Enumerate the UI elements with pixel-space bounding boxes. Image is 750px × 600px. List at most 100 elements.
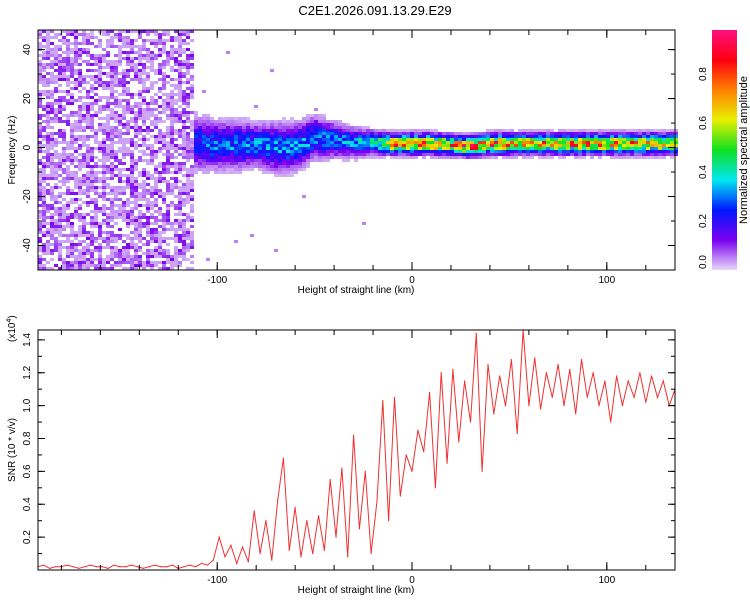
heatmap-cell: [590, 129, 594, 132]
heatmap-cell: [366, 132, 370, 135]
heatmap-cell: [286, 141, 290, 144]
heatmap-cell: [50, 222, 54, 225]
heatmap-cell: [182, 111, 186, 114]
heatmap-cell: [174, 129, 178, 132]
heatmap-cell: [218, 171, 222, 174]
heatmap-cell: [130, 111, 134, 114]
heatmap-cell: [182, 126, 186, 129]
heatmap-cell: [358, 156, 362, 159]
heatmap-cell: [174, 207, 178, 210]
heatmap-cell: [310, 129, 314, 132]
heatmap-cell: [122, 42, 126, 45]
heatmap-cell: [102, 261, 106, 264]
heatmap-cell: [50, 219, 54, 222]
heatmap-cell: [374, 153, 378, 156]
heatmap-cell: [62, 30, 66, 33]
heatmap-cell: [122, 252, 126, 255]
heatmap-cell: [538, 138, 542, 141]
heatmap-cell: [238, 129, 242, 132]
heatmap-cell: [170, 126, 174, 129]
heatmap-cell: [94, 171, 98, 174]
heatmap-cell: [90, 69, 94, 72]
heatmap-cell: [198, 138, 202, 141]
heatmap-cell: [462, 132, 466, 135]
heatmap-cell: [54, 201, 58, 204]
heatmap-cell: [38, 129, 42, 132]
heatmap-cell: [90, 30, 94, 33]
heatmap-cell: [54, 108, 58, 111]
heatmap-cell: [78, 84, 82, 87]
heatmap-cell: [110, 45, 114, 48]
heatmap-cell: [46, 120, 50, 123]
heatmap-cell: [134, 93, 138, 96]
heatmap-cell: [158, 111, 162, 114]
heatmap-cell: [158, 219, 162, 222]
heatmap-cell: [86, 243, 90, 246]
snr-data-point: [504, 405, 507, 407]
heatmap-cell: [174, 60, 178, 63]
heatmap-cell: [78, 213, 82, 216]
heatmap-cell: [54, 138, 58, 141]
heatmap-cell: [50, 189, 54, 192]
heatmap-cell: [58, 57, 62, 60]
heatmap-cell: [434, 144, 438, 147]
heatmap-cell: [118, 132, 122, 135]
x-tick-label: 0: [409, 575, 415, 586]
heatmap-cell: [638, 156, 642, 159]
heatmap-cell: [482, 156, 486, 159]
heatmap-cell: [70, 126, 74, 129]
heatmap-cell: [502, 138, 506, 141]
heatmap-cell: [86, 204, 90, 207]
heatmap-cell: [66, 117, 70, 120]
heatmap-cell: [114, 210, 118, 213]
heatmap-cell: [274, 129, 278, 132]
heatmap-cell: [122, 180, 126, 183]
heatmap-cell: [218, 159, 222, 162]
heatmap-cell: [86, 150, 90, 153]
heatmap-cell: [178, 249, 182, 252]
heatmap-cell: [282, 144, 286, 147]
heatmap-cell: [638, 150, 642, 153]
heatmap-cell: [142, 45, 146, 48]
heatmap-cell: [434, 129, 438, 132]
heatmap-cell: [162, 222, 166, 225]
heatmap-cell: [110, 252, 114, 255]
heatmap-cell: [258, 162, 262, 165]
heatmap-cell: [150, 129, 154, 132]
heatmap-cell: [74, 237, 78, 240]
heatmap-cell: [438, 135, 442, 138]
heatmap-cell: [510, 132, 514, 135]
heatmap-cell: [246, 168, 250, 171]
heatmap-cell: [50, 135, 54, 138]
heatmap-cell: [418, 141, 422, 144]
heatmap-cell: [490, 147, 494, 150]
heatmap-cell: [178, 192, 182, 195]
heatmap-cell: [182, 93, 186, 96]
heatmap-cell: [190, 153, 194, 156]
heatmap-cell: [102, 141, 106, 144]
heatmap-cell: [74, 99, 78, 102]
heatmap-cell: [206, 258, 210, 261]
heatmap-cell: [46, 144, 50, 147]
heatmap-cell: [114, 252, 118, 255]
heatmap-cell: [322, 114, 326, 117]
heatmap-cell: [82, 153, 86, 156]
heatmap-cell: [670, 156, 674, 159]
heatmap-cell: [78, 42, 82, 45]
heatmap-cell: [254, 156, 258, 159]
heatmap-cell: [126, 174, 130, 177]
heatmap-cell: [162, 66, 166, 69]
heatmap-cell: [126, 30, 130, 33]
heatmap-cell: [154, 177, 158, 180]
heatmap-cell: [646, 129, 650, 132]
heatmap-cell: [562, 132, 566, 135]
heatmap-cell: [170, 258, 174, 261]
heatmap-cell: [138, 54, 142, 57]
heatmap-cell: [50, 195, 54, 198]
heatmap-cell: [46, 39, 50, 42]
heatmap-cell: [130, 39, 134, 42]
heatmap-cell: [94, 258, 98, 261]
heatmap-cell: [422, 138, 426, 141]
heatmap-cell: [214, 150, 218, 153]
heatmap-cell: [418, 135, 422, 138]
